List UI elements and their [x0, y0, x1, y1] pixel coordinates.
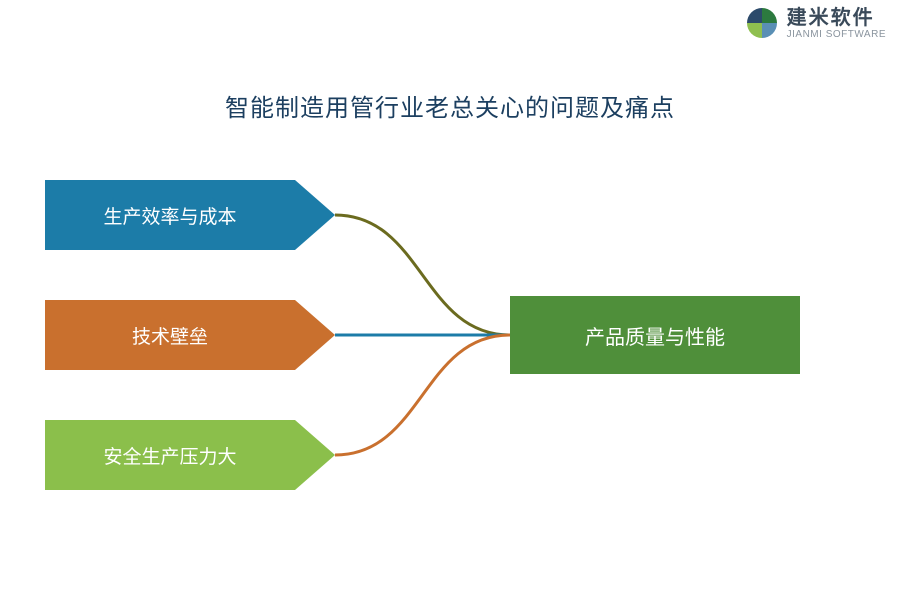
diagram-canvas: 建米软件 JIANMI SOFTWARE 智能制造用管行业老总关心的问题及痛点 … — [0, 0, 900, 600]
diagram-title: 智能制造用管行业老总关心的问题及痛点 — [0, 88, 900, 123]
target-node-quality-performance: 产品质量与性能 — [510, 296, 800, 374]
target-label: 产品质量与性能 — [585, 321, 725, 350]
brand-logo: 建米软件 JIANMI SOFTWARE — [745, 6, 886, 40]
source-node-safety-pressure: 安全生产压力大 — [45, 420, 335, 490]
logo-icon — [745, 6, 779, 40]
source-label: 安全生产压力大 — [103, 442, 236, 469]
source-node-tech-barrier: 技术壁垒 — [45, 300, 335, 370]
logo-text-cn: 建米软件 — [787, 7, 886, 29]
logo-text-en: JIANMI SOFTWARE — [787, 29, 886, 40]
source-label: 生产效率与成本 — [103, 202, 236, 229]
source-label: 技术壁垒 — [132, 322, 208, 349]
source-node-efficiency-cost: 生产效率与成本 — [45, 180, 335, 250]
